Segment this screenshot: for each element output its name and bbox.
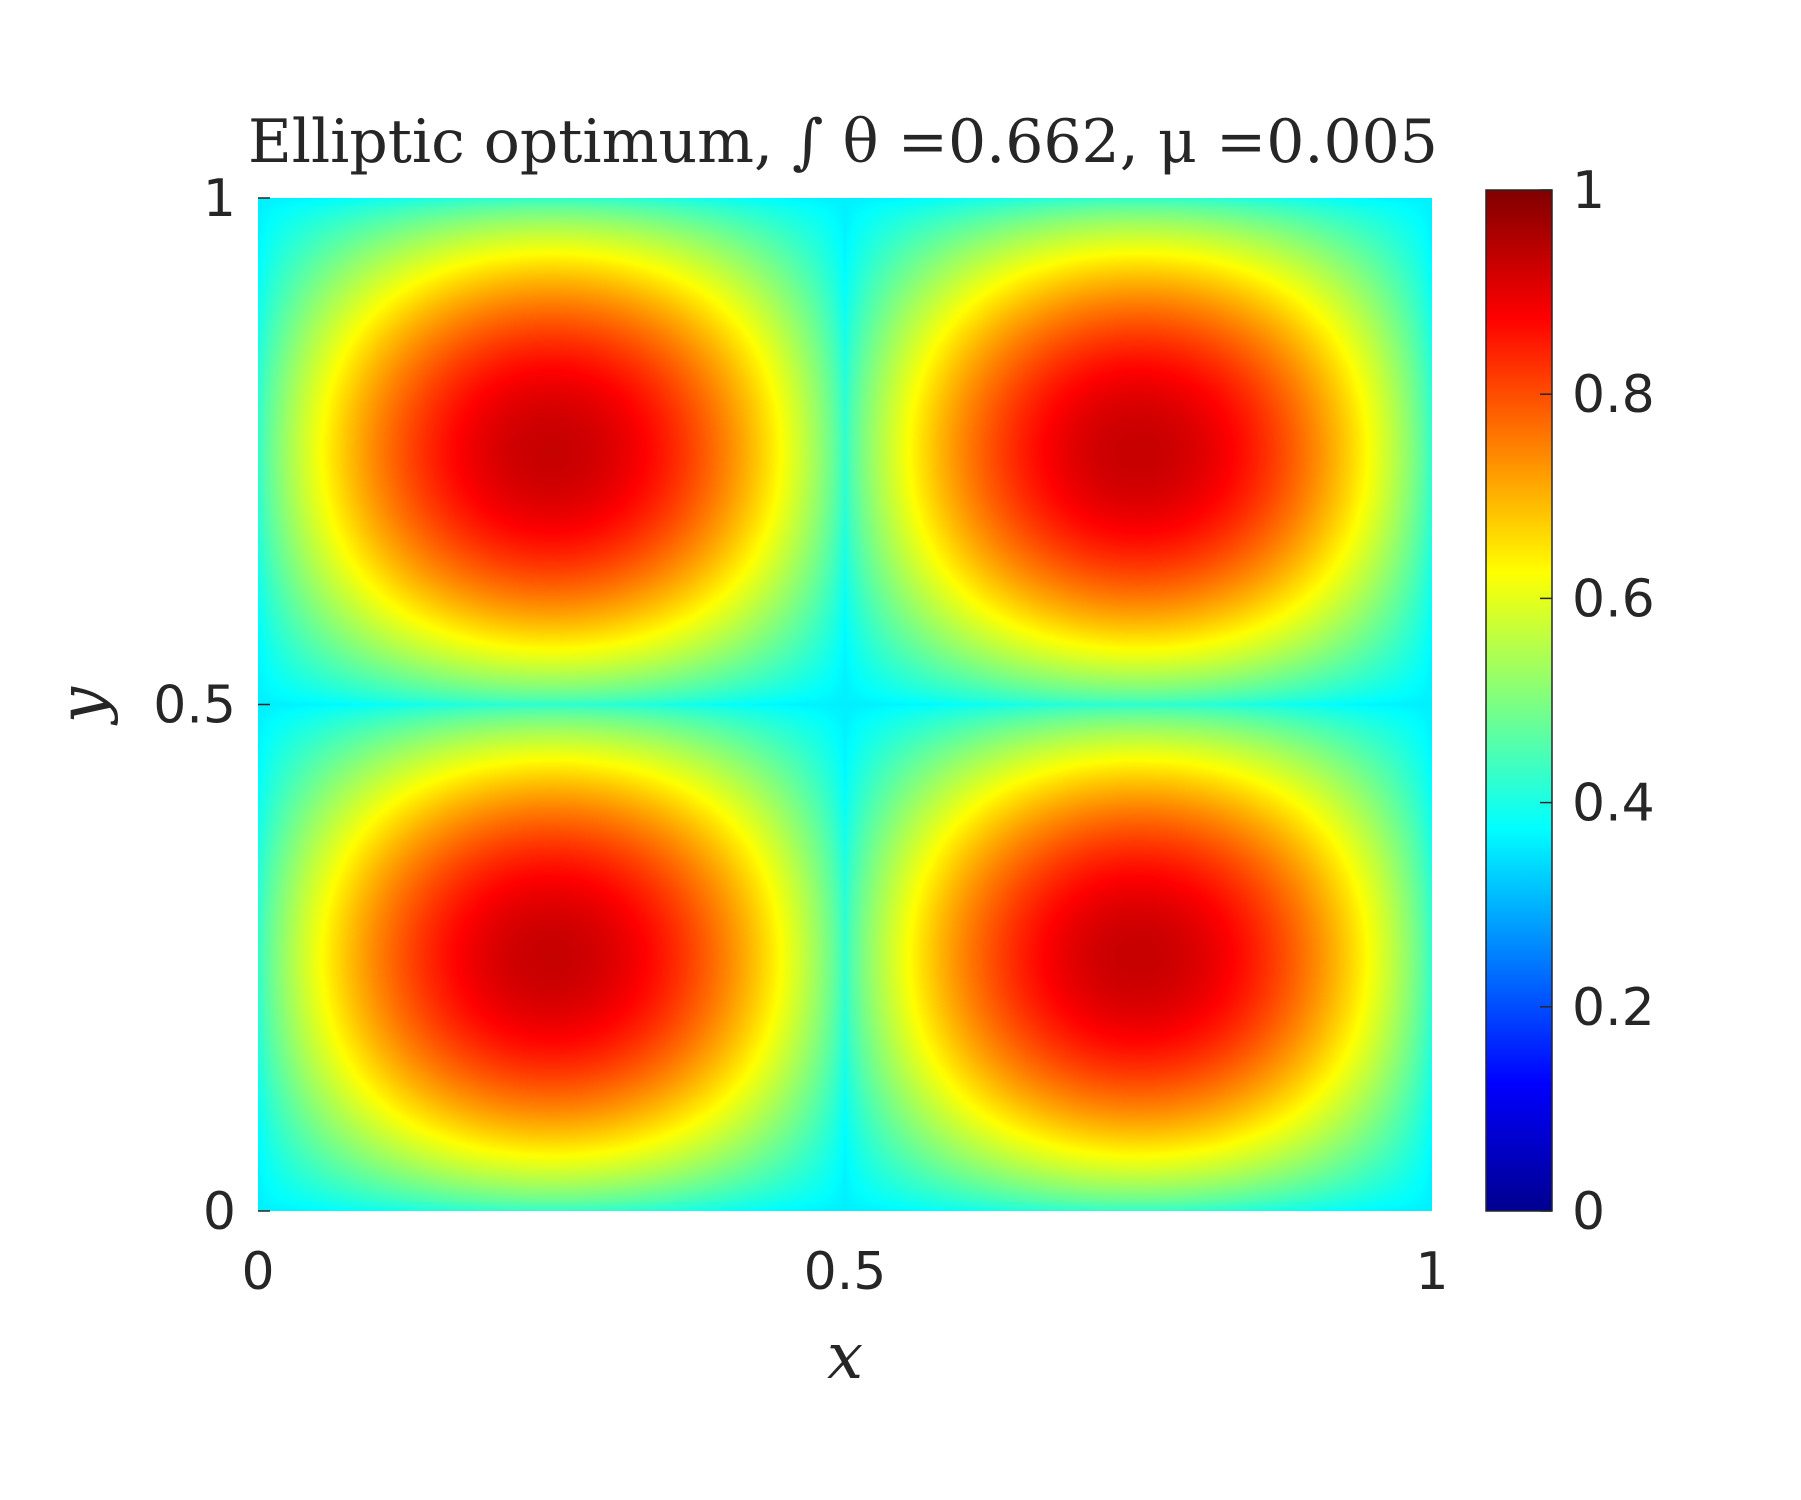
y-axis-ticks: 00.51 <box>153 169 270 1242</box>
colorbar-tick-label: 0.8 <box>1572 365 1655 425</box>
x-axis-label: x <box>827 1320 863 1394</box>
colorbar-tick-label: 0.4 <box>1572 774 1655 834</box>
colorbar-tick-label: 0.6 <box>1572 569 1655 629</box>
plot-area <box>258 198 1432 1211</box>
x-tick-label: 0.5 <box>804 1242 887 1302</box>
y-tick-label: 0 <box>203 1182 236 1242</box>
x-axis-ticks: 0 0.5 1 <box>241 1242 1448 1302</box>
colorbar-tick-label: 1 <box>1572 161 1605 221</box>
colorbar-gradient <box>1485 189 1553 1212</box>
y-tick-label: 0.5 <box>153 676 236 736</box>
colorbar: 0 0.2 0.4 0.6 0.8 1 <box>1485 161 1655 1242</box>
heatmap-image <box>258 198 1432 1211</box>
chart-title: Elliptic optimum, ∫ θ =0.662, μ =0.005 <box>248 107 1438 177</box>
y-axis-label: y <box>46 686 120 726</box>
x-tick-label: 0 <box>241 1242 274 1302</box>
heatmap-foreign <box>258 198 1432 1211</box>
x-tick-label: 1 <box>1415 1242 1448 1302</box>
colorbar-tick-label: 0.2 <box>1572 978 1655 1038</box>
y-tick-label: 1 <box>203 169 236 229</box>
colorbar-ticks: 0 0.2 0.4 0.6 0.8 1 <box>1540 161 1655 1242</box>
colorbar-tick-label: 0 <box>1572 1182 1605 1242</box>
